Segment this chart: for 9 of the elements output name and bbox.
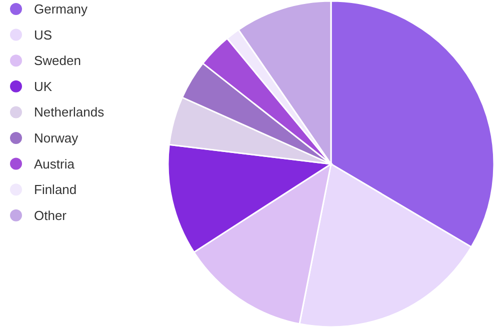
legend-label: US [34,27,52,42]
legend-label: Other [34,208,68,223]
legend-label: Sweden [34,53,81,68]
legend-label: Netherlands [34,104,105,120]
legend-label: Finland [34,182,77,198]
legend-label: UK [34,78,52,94]
legend-label: Austria [34,156,76,172]
legend-label: Germany [34,2,88,16]
legend-label: Norway [34,130,79,146]
